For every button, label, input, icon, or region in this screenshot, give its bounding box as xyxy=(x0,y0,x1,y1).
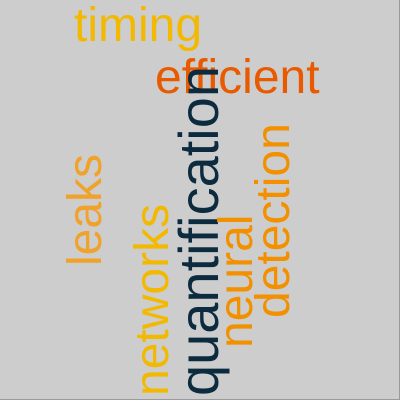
word-timing: timing xyxy=(74,0,203,52)
word-leaks: leaks xyxy=(59,153,112,266)
word-detection: detection xyxy=(247,123,300,318)
word-efficient: efficient xyxy=(155,51,320,104)
